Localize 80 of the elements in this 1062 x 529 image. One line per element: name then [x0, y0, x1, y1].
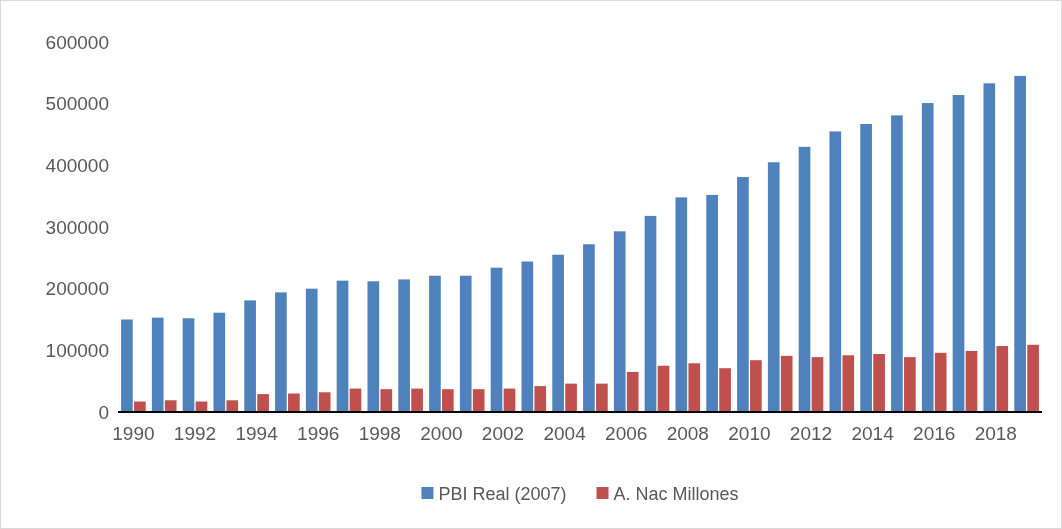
bar — [952, 95, 965, 412]
bar — [829, 131, 842, 412]
bar — [151, 317, 164, 412]
x-tick-label: 2010 — [728, 423, 771, 445]
x-tick-label: 2002 — [481, 423, 525, 445]
bar — [380, 389, 393, 412]
bar — [257, 394, 269, 412]
x-tick-label: 2012 — [789, 423, 833, 445]
x-tick-label: 2018 — [974, 423, 1017, 445]
bar — [411, 388, 423, 412]
bar — [213, 312, 226, 412]
bar — [644, 215, 657, 412]
bar — [534, 386, 547, 412]
bar — [983, 83, 996, 412]
bar — [596, 383, 608, 412]
y-tick-label: 0 — [98, 401, 109, 423]
bar — [398, 279, 410, 412]
x-tick-label: 1998 — [358, 423, 401, 445]
bar — [891, 115, 903, 412]
x-tick-label: 1994 — [235, 423, 279, 445]
bar — [121, 319, 133, 412]
bar — [367, 281, 380, 412]
bar — [719, 368, 731, 412]
x-tick-label: 1992 — [173, 423, 217, 445]
x-tick-label: 2006 — [605, 423, 648, 445]
bar — [873, 354, 885, 412]
legend-label: PBI Real (2007) — [438, 484, 567, 505]
bar — [626, 371, 639, 412]
x-tick-label: 2008 — [666, 423, 709, 445]
bar — [1014, 75, 1026, 412]
bar — [965, 350, 978, 412]
bar — [811, 357, 824, 412]
bar — [750, 360, 762, 412]
bar — [737, 177, 749, 412]
bar — [860, 124, 872, 412]
bar — [164, 400, 177, 412]
y-tick-label: 600000 — [45, 31, 109, 53]
y-tick-label: 500000 — [45, 93, 109, 115]
bar — [904, 357, 916, 412]
bar — [318, 392, 331, 412]
x-tick-label: 2016 — [913, 423, 956, 445]
bar — [429, 275, 441, 412]
bar — [226, 400, 239, 412]
y-tick-label: 100000 — [45, 339, 109, 361]
bar — [798, 146, 811, 412]
legend-label: A. Nac Millones — [613, 484, 739, 505]
bar — [182, 318, 195, 412]
y-tick-label: 400000 — [45, 154, 109, 176]
bar — [305, 288, 318, 412]
bar — [996, 346, 1009, 412]
bar — [442, 389, 454, 412]
bar — [706, 194, 718, 412]
bar — [472, 389, 485, 412]
bar — [490, 267, 503, 412]
x-tick-label: 2004 — [543, 423, 587, 445]
bar — [459, 275, 472, 412]
bar — [675, 197, 688, 412]
bar — [583, 244, 595, 412]
bar — [275, 292, 287, 412]
bar — [688, 363, 701, 412]
bar — [921, 103, 934, 412]
x-tick-label: 2000 — [420, 423, 463, 445]
x-tick-label: 1990 — [112, 423, 155, 445]
bar — [613, 231, 626, 412]
y-tick-label: 200000 — [45, 278, 109, 300]
y-tick-label: 300000 — [45, 216, 109, 238]
bar — [565, 383, 577, 412]
bar — [244, 300, 256, 412]
bar — [657, 365, 670, 412]
bar — [1027, 344, 1039, 412]
x-tick-label: 1996 — [297, 423, 340, 445]
bar — [336, 280, 349, 412]
bar — [780, 355, 793, 412]
bar — [521, 261, 534, 412]
bar — [552, 254, 564, 412]
bar — [288, 393, 300, 412]
bar — [767, 162, 780, 412]
bar — [934, 352, 947, 412]
bar — [842, 355, 855, 412]
x-tick-label: 2014 — [851, 423, 895, 445]
